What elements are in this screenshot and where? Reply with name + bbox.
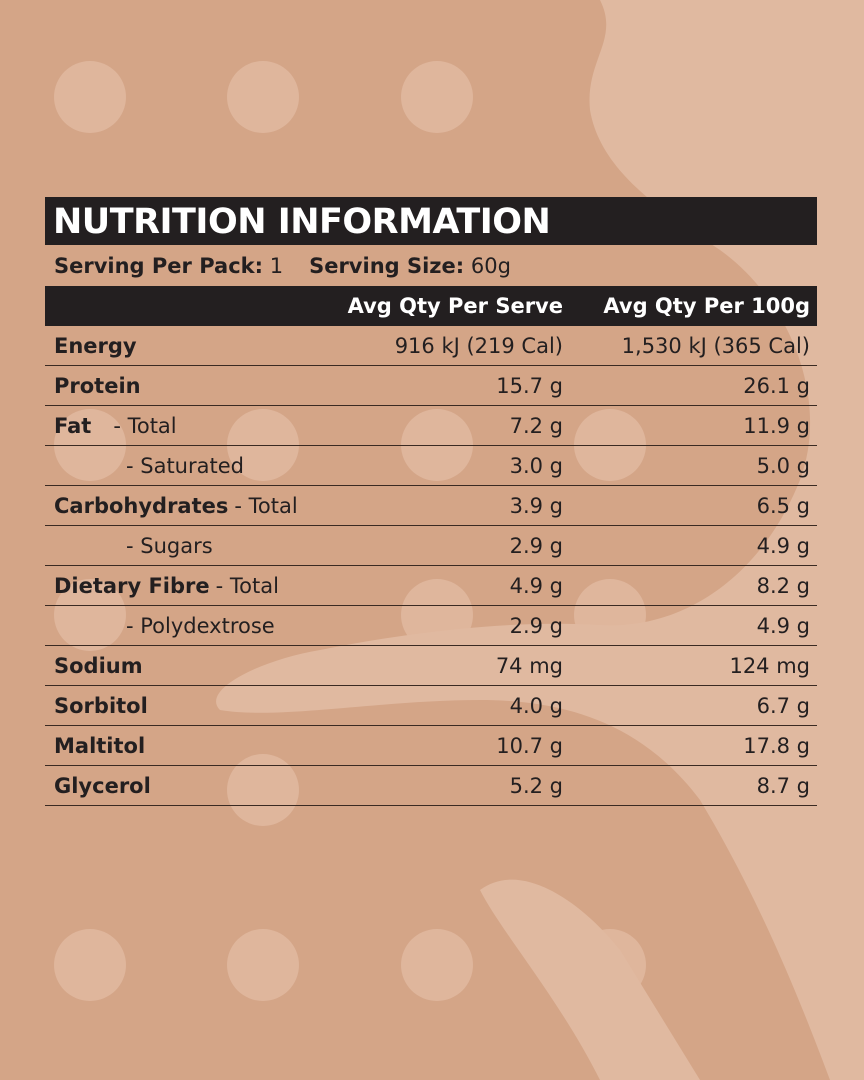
table-row: - Polydextrose 2.9 g 4.9 g <box>45 606 817 646</box>
serving-size-value: 60g <box>470 253 511 278</box>
column-header-per-100g: Avg Qty Per 100g <box>603 294 810 318</box>
value-per-100g: 8.7 g <box>756 773 810 798</box>
nutrient-qualifier: - Total <box>113 413 177 438</box>
value-per-serve: 5.2 g <box>509 773 563 798</box>
table-row: Fat - Total 7.2 g 11.9 g <box>45 406 817 446</box>
table-row: Sorbitol 4.0 g 6.7 g <box>45 686 817 726</box>
value-per-100g: 1,530 kJ (365 Cal) <box>621 333 810 358</box>
nutrient-name: Fat <box>54 413 92 438</box>
value-per-100g: 26.1 g <box>743 373 810 398</box>
nutrient-name: Sodium <box>54 653 143 678</box>
table-row: - Saturated 3.0 g 5.0 g <box>45 446 817 486</box>
value-per-100g: 6.7 g <box>756 693 810 718</box>
nutrient-name: Carbohydrates <box>54 493 229 518</box>
value-per-serve: 3.9 g <box>509 493 563 518</box>
nutrient-label: Energy <box>45 334 303 358</box>
nutrient-label: - Polydextrose <box>45 614 303 638</box>
value-per-serve: 2.9 g <box>509 533 563 558</box>
table-header: Avg Qty Per Serve Avg Qty Per 100g <box>45 286 817 326</box>
value-per-100g: 5.0 g <box>756 453 810 478</box>
value-per-100g: 6.5 g <box>756 493 810 518</box>
table-row: Protein 15.7 g 26.1 g <box>45 366 817 406</box>
table-row: Glycerol 5.2 g 8.7 g <box>45 766 817 806</box>
value-per-100g: 4.9 g <box>756 613 810 638</box>
value-per-100g: 11.9 g <box>743 413 810 438</box>
serving-size-label: Serving Size: <box>309 253 465 278</box>
serving-per-pack-value: 1 <box>269 253 284 278</box>
panel-title: NUTRITION INFORMATION <box>45 197 817 245</box>
nutrient-label: Fat - Total <box>45 414 303 438</box>
nutrient-label: Dietary Fibre - Total <box>45 574 303 598</box>
nutrient-label: Glycerol <box>45 774 303 798</box>
nutrient-label: Carbohydrates - Total <box>45 494 303 518</box>
table-row: Dietary Fibre - Total 4.9 g 8.2 g <box>45 566 817 606</box>
nutrient-qualifier: - Polydextrose <box>126 613 275 638</box>
nutrient-qualifier: - Total <box>234 493 298 518</box>
value-per-serve: 4.0 g <box>509 693 563 718</box>
table-row: Maltitol 10.7 g 17.8 g <box>45 726 817 766</box>
nutrient-name: Energy <box>54 333 137 358</box>
serving-info: Serving Per Pack: 1 Serving Size: 60g <box>45 245 817 286</box>
nutrient-label: Protein <box>45 374 303 398</box>
column-header-per-serve: Avg Qty Per Serve <box>347 294 563 318</box>
nutrient-label: - Sugars <box>45 534 303 558</box>
nutrient-qualifier: - Sugars <box>126 533 213 558</box>
nutrient-label: Maltitol <box>45 734 303 758</box>
value-per-serve: 7.2 g <box>509 413 563 438</box>
table-row: Sodium 74 mg 124 mg <box>45 646 817 686</box>
nutrient-label: - Saturated <box>45 454 303 478</box>
nutrient-name: Glycerol <box>54 773 151 798</box>
nutrient-qualifier: - Total <box>215 573 279 598</box>
nutrient-name: Sorbitol <box>54 693 148 718</box>
table-row: Carbohydrates - Total 3.9 g 6.5 g <box>45 486 817 526</box>
table-row: - Sugars 2.9 g 4.9 g <box>45 526 817 566</box>
value-per-100g: 17.8 g <box>743 733 810 758</box>
nutrition-panel: NUTRITION INFORMATION Serving Per Pack: … <box>45 197 817 806</box>
value-per-serve: 3.0 g <box>509 453 563 478</box>
value-per-100g: 124 mg <box>729 653 810 678</box>
value-per-100g: 8.2 g <box>756 573 810 598</box>
value-per-serve: 916 kJ (219 Cal) <box>394 333 563 358</box>
value-per-100g: 4.9 g <box>756 533 810 558</box>
value-per-serve: 15.7 g <box>496 373 563 398</box>
value-per-serve: 4.9 g <box>509 573 563 598</box>
nutrient-name: Maltitol <box>54 733 146 758</box>
nutrient-qualifier: - Saturated <box>126 453 244 478</box>
nutrient-name: Dietary Fibre <box>54 573 210 598</box>
nutrient-name: Protein <box>54 373 141 398</box>
nutrient-label: Sorbitol <box>45 694 303 718</box>
table-row: Energy 916 kJ (219 Cal) 1,530 kJ (365 Cal) <box>45 326 817 366</box>
nutrient-label: Sodium <box>45 654 303 678</box>
value-per-serve: 2.9 g <box>509 613 563 638</box>
value-per-serve: 74 mg <box>495 653 563 678</box>
value-per-serve: 10.7 g <box>496 733 563 758</box>
serving-per-pack-label: Serving Per Pack: <box>54 253 264 278</box>
